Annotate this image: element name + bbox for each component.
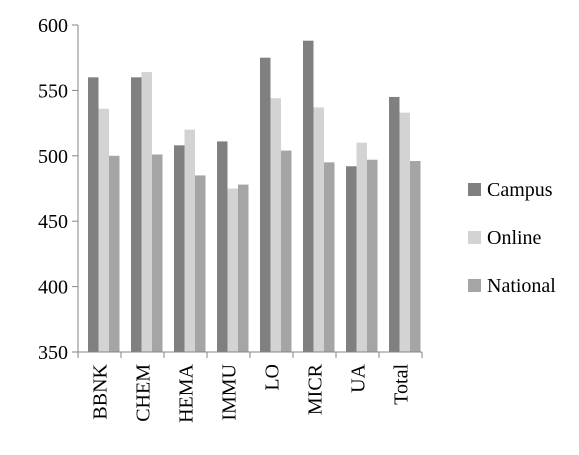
x-tick-label-micr: MICR bbox=[305, 363, 327, 415]
legend-label-online: Online bbox=[487, 227, 542, 249]
bar-national-total bbox=[410, 161, 421, 352]
bars-group bbox=[88, 40, 421, 353]
axes-group bbox=[72, 24, 423, 358]
bar-national-bbnk bbox=[109, 155, 120, 352]
legend-label-campus: Campus bbox=[487, 179, 553, 201]
y-tick-label: 400 bbox=[38, 277, 68, 299]
x-tick-label-total: Total bbox=[391, 364, 413, 405]
bar-campus-total bbox=[389, 96, 400, 352]
bar-online-total bbox=[399, 112, 410, 352]
y-tick-label: 550 bbox=[38, 80, 68, 102]
bar-online-ua bbox=[356, 142, 367, 352]
x-tick-label-hema: HEMA bbox=[176, 363, 198, 422]
y-tick-label: 500 bbox=[38, 146, 68, 168]
bar-online-chem bbox=[141, 72, 152, 352]
bar-national-immu bbox=[238, 184, 249, 352]
x-tick-labels: BBNK CHEM HEMA IMMU LO MICR UA Total bbox=[90, 363, 413, 423]
x-tick-label-bbnk: BBNK bbox=[90, 363, 112, 419]
x-tick-label-immu: IMMU bbox=[219, 363, 241, 420]
y-tick-labels: 350 400 450 500 550 600 bbox=[38, 15, 68, 364]
bar-online-immu bbox=[227, 188, 238, 352]
bar-national-micr bbox=[324, 162, 335, 352]
bar-online-bbnk bbox=[98, 108, 109, 353]
bar-campus-chem bbox=[131, 77, 142, 352]
x-tick-label-lo: LO bbox=[262, 364, 284, 391]
bar-national-lo bbox=[281, 150, 292, 352]
bar-online-hema bbox=[184, 129, 195, 352]
bar-campus-micr bbox=[303, 40, 314, 352]
bar-online-micr bbox=[313, 107, 324, 353]
legend-swatch-campus bbox=[468, 183, 481, 196]
bar-online-lo bbox=[270, 98, 281, 352]
x-tick-label-chem: CHEM bbox=[133, 364, 155, 422]
bar-campus-ua bbox=[346, 166, 357, 352]
legend-swatch-online bbox=[468, 231, 481, 244]
bar-campus-bbnk bbox=[88, 77, 99, 352]
y-tick-label: 350 bbox=[38, 342, 68, 364]
x-tick-label-ua: UA bbox=[348, 363, 370, 392]
bar-campus-hema bbox=[174, 145, 185, 352]
legend-label-national: National bbox=[487, 275, 556, 297]
bar-national-ua bbox=[367, 159, 378, 352]
bar-campus-lo bbox=[260, 57, 271, 352]
y-tick-label: 600 bbox=[38, 15, 68, 37]
bar-national-hema bbox=[195, 175, 206, 352]
legend-swatch-national bbox=[468, 279, 481, 292]
legend: Campus Online National bbox=[468, 179, 556, 297]
bar-campus-immu bbox=[217, 141, 228, 352]
y-tick-label: 450 bbox=[38, 211, 68, 233]
bar-national-chem bbox=[152, 154, 163, 352]
